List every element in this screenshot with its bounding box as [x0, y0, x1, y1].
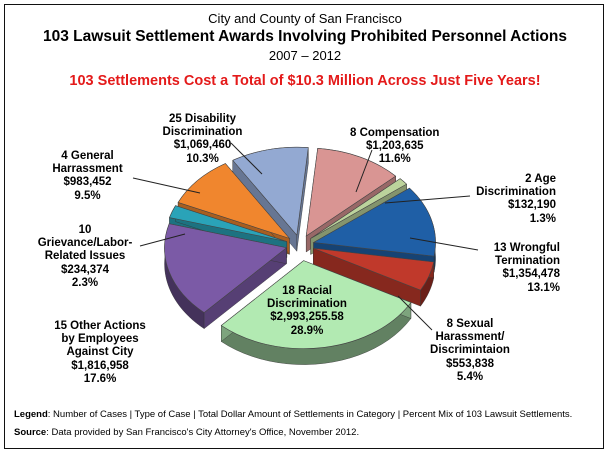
slice-label-line: 2 Age: [525, 173, 556, 185]
slice-label-line: 11.6%: [378, 153, 411, 166]
slice-label-line: 5.4%: [456, 370, 484, 383]
pie-slice-top: [310, 178, 408, 239]
slice-label-line: Discrimination: [267, 298, 347, 311]
slice-label-line: $1,069,460: [173, 139, 232, 152]
slice-label-line: Discrimination: [162, 126, 243, 139]
slice-label-line: $234,374: [61, 263, 109, 276]
leader-line-general-harassment: [132, 177, 201, 194]
year-range: 2007 – 2012: [268, 48, 342, 63]
slice-label-general-harassment: 4 General Harrassment $983,452 9.5%: [40, 150, 135, 203]
leader-line-grievance: [139, 233, 186, 247]
slice-label-line: 9.5%: [74, 189, 101, 202]
pie-slice-top: [312, 187, 436, 257]
slice-label-line: 18 Racial: [282, 285, 332, 297]
slice-label-line: 25 Disability: [168, 113, 237, 125]
slice-label-line: $1,354,478: [502, 268, 560, 281]
slice-label-line: 28.9%: [290, 324, 324, 337]
pie-slice-top: [164, 223, 288, 314]
pie-slice-sexual-harassment: [313, 247, 435, 307]
slice-label-other-actions: 15 Other Actions by Employees Against City…: [40, 320, 160, 386]
pie-slice-top: [305, 148, 397, 237]
slice-label-line: 1.3%: [529, 212, 556, 225]
slice-label-line: Harrassment: [52, 163, 123, 176]
pie-slice-top: [313, 247, 435, 291]
slice-label-line: $1,816,958: [71, 359, 129, 372]
slice-label-line: 4 General: [61, 150, 114, 162]
chart-frame: City and County of San Francisco 103 Law…: [4, 4, 604, 449]
slice-label-line: 13 Wrongful: [493, 242, 560, 254]
slice-label-line: $1,203,635: [365, 140, 424, 153]
slice-label-disability: 25 Disability Discrimination $1,069,460 10.…: [150, 113, 255, 166]
leader-line-sexual-harassment: [397, 295, 433, 331]
legend-label: Legend: [14, 409, 48, 420]
slice-label-line: by Employees: [61, 333, 139, 346]
slice-label-line: Harassment/: [435, 331, 505, 344]
legend-text: : Number of Cases | Type of Case | Total…: [47, 409, 573, 420]
pie-slice-top: [220, 260, 412, 349]
slice-label-line: 8 Compensation: [350, 127, 440, 139]
slice-label-line: Discrimintaion: [430, 344, 510, 357]
slice-label-line: Against City: [66, 346, 134, 359]
slice-label-line: Discrimination: [476, 186, 556, 199]
headline: 103 Settlements Cost a Total of $10.3 Mi…: [69, 73, 541, 89]
slice-label-line: $132,190: [508, 199, 556, 212]
slice-label-line: Related Issues: [44, 250, 126, 263]
slice-label-line: 15 Other Actions: [54, 320, 146, 332]
slice-label-sexual-harassment: 8 Sexual Harassment/Discrimintaion $553,83…: [415, 318, 525, 384]
legend-note: Legend: Number of Cases | Type of Case |…: [14, 409, 572, 420]
slice-label-line: $553,838: [446, 357, 494, 370]
pie-slice-other-actions: [164, 223, 288, 330]
slice-label-line: 10.3%: [186, 152, 219, 165]
source-label: Source: [14, 427, 47, 438]
org-name: City and County of San Francisco: [208, 11, 402, 26]
leader-line-disability: [230, 142, 263, 175]
slice-label-grievance: 10 Grievance/Labor- Related Issues $234,374…: [30, 224, 140, 290]
leader-line-age: [384, 195, 471, 204]
pie-slice-top: [177, 163, 291, 239]
slice-label-line: 8 Sexual: [446, 318, 494, 330]
slice-label-line: 10: [78, 224, 92, 236]
chart-title: 103 Lawsuit Settlement Awards Involving …: [43, 28, 567, 45]
slice-label-line: $2,993,255.58: [270, 311, 344, 324]
slice-label-line: Grievance/Labor-: [37, 237, 133, 250]
slice-label-wrongful-termination: 13 Wrongful Termination $1,354,478 13.1%: [460, 242, 560, 295]
pie-slice-top: [169, 205, 287, 242]
slice-label-racial-discrimination: 18 Racial Discrimination $2,993,255.58 28.9…: [247, 285, 367, 338]
source-text: : Data provided by San Francisco's City …: [46, 427, 360, 438]
slice-label-line: 13.1%: [527, 281, 560, 294]
slice-label-line: 2.3%: [71, 276, 99, 289]
slice-label-age: 2 Age Discrimination $132,190 1.3%: [452, 173, 556, 226]
leader-line-wrongful-termination: [409, 237, 479, 251]
slice-label-line: Termination: [495, 255, 560, 268]
slice-label-line: $983,452: [63, 176, 112, 189]
slice-label-line: 17.6%: [83, 372, 117, 385]
leader-line-compensation: [355, 149, 373, 193]
pie-slice-top: [232, 146, 309, 236]
slice-label-compensation: 8 Compensation $1,203,635 11.6%: [350, 127, 439, 167]
pie-slice-racial-discrimination: [220, 260, 412, 365]
source-note: Source: Data provided by San Francisco's…: [14, 427, 359, 438]
